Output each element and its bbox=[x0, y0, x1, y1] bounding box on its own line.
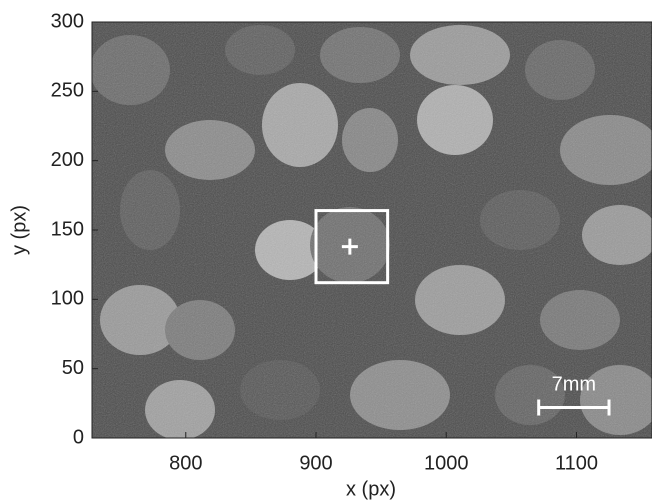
y-tick-label: 0 bbox=[73, 426, 84, 448]
y-tick-label: 200 bbox=[51, 149, 84, 171]
x-axis-label: x (px) bbox=[346, 478, 396, 500]
roi-box bbox=[314, 209, 390, 285]
scale-bar bbox=[537, 399, 611, 416]
center-marker bbox=[341, 238, 358, 255]
x-tick-label: 900 bbox=[299, 452, 332, 474]
scale-bar-label: 7mm bbox=[552, 374, 596, 396]
y-tick-label: 50 bbox=[62, 357, 84, 379]
y-tick-label: 300 bbox=[51, 10, 84, 32]
x-tick-label: 1000 bbox=[424, 452, 469, 474]
y-tick-label: 100 bbox=[51, 288, 84, 310]
y-tick-label: 250 bbox=[51, 80, 84, 102]
x-tick-label: 800 bbox=[169, 452, 202, 474]
y-tick-label: 150 bbox=[51, 218, 84, 240]
image bbox=[92, 22, 652, 438]
x-tick-label: 1100 bbox=[555, 452, 598, 474]
y-axis-label: y (px) bbox=[8, 205, 30, 255]
